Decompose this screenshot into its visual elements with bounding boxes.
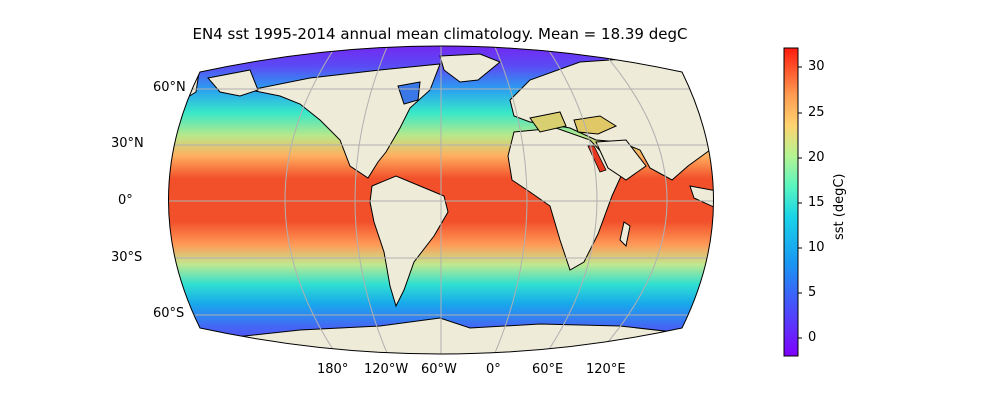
lon-label-120w: 120°W — [364, 362, 409, 377]
land-north-america — [249, 63, 441, 179]
land-greenland — [439, 53, 501, 83]
land-africa — [507, 127, 623, 271]
land-indonesia — [689, 185, 714, 209]
sea-hudson-bay — [397, 81, 421, 105]
lat-label-30n: 30°N — [111, 136, 144, 151]
land-australia — [720, 222, 748, 262]
lat-label-30s: 30°S — [111, 250, 143, 265]
lon-label-60e: 60°E — [532, 362, 564, 377]
colorbar-tick-25: 25 — [808, 105, 825, 120]
colorbar-tick-0: 0 — [808, 330, 817, 345]
lon-label-180: 180° — [317, 362, 349, 377]
lat-label-60s: 60°S — [153, 306, 185, 321]
colorbar-label: sst (degC) — [832, 173, 847, 241]
colorbar-tick-15: 15 — [808, 195, 825, 210]
land-south-america — [369, 175, 449, 308]
colorbar-tick-30: 30 — [808, 59, 825, 74]
lon-label-0: 0° — [486, 362, 501, 377]
lon-label-120e: 120°E — [586, 362, 626, 377]
chart-title: EN4 sst 1995-2014 annual mean climatolog… — [192, 25, 688, 43]
colorbar-gradient — [783, 47, 799, 357]
land-madagascar — [619, 221, 631, 248]
sea-caspian — [573, 115, 618, 135]
land-antarctica — [189, 317, 701, 354]
sea-black — [529, 111, 567, 133]
colorbar — [783, 47, 802, 357]
colorbar-tick-20: 20 — [808, 150, 825, 165]
colorbar-tick-5: 5 — [808, 285, 817, 300]
lat-label-equator: 0° — [118, 193, 133, 208]
lat-label-60n: 60°N — [153, 80, 186, 95]
map-panel — [168, 45, 748, 355]
land-australia-west — [168, 209, 171, 247]
lon-label-60w: 60°W — [421, 362, 457, 377]
globe-outline — [168, 45, 714, 355]
land-arabia — [595, 139, 647, 181]
colorbar-tick-10: 10 — [808, 240, 825, 255]
graticule — [168, 46, 714, 354]
